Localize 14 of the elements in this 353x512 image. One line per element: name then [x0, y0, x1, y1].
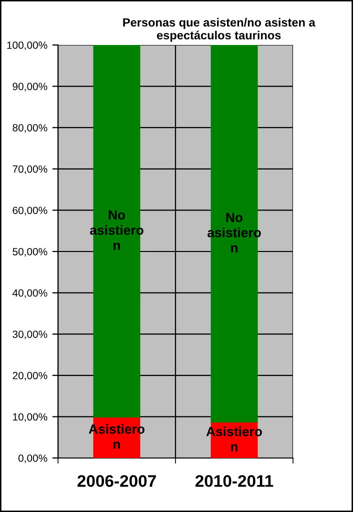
y-tick-label: 20,00% — [12, 372, 48, 381]
y-tick-label: 40,00% — [12, 289, 48, 298]
y-tick-label: 30,00% — [12, 330, 48, 340]
x-tick-label: 2006-2007 — [77, 475, 156, 487]
chart-title: Personas que asisten/no asisten a espectáculos taurinos — [123, 18, 316, 42]
y-tick-label: 0,00% — [18, 454, 48, 464]
y-tick-label: 100,00% — [7, 42, 48, 50]
x-tick-label: 2010-2011 — [195, 475, 274, 487]
y-tick-label: 70,00% — [12, 165, 48, 174]
y-tick-label: 60,00% — [12, 206, 48, 216]
y-tick-label: 10,00% — [13, 413, 48, 422]
y-tick-label: 50,00% — [12, 248, 48, 257]
y-tick-label: 90,00% — [12, 82, 48, 92]
y-tick-label: 80,00% — [12, 124, 48, 133]
